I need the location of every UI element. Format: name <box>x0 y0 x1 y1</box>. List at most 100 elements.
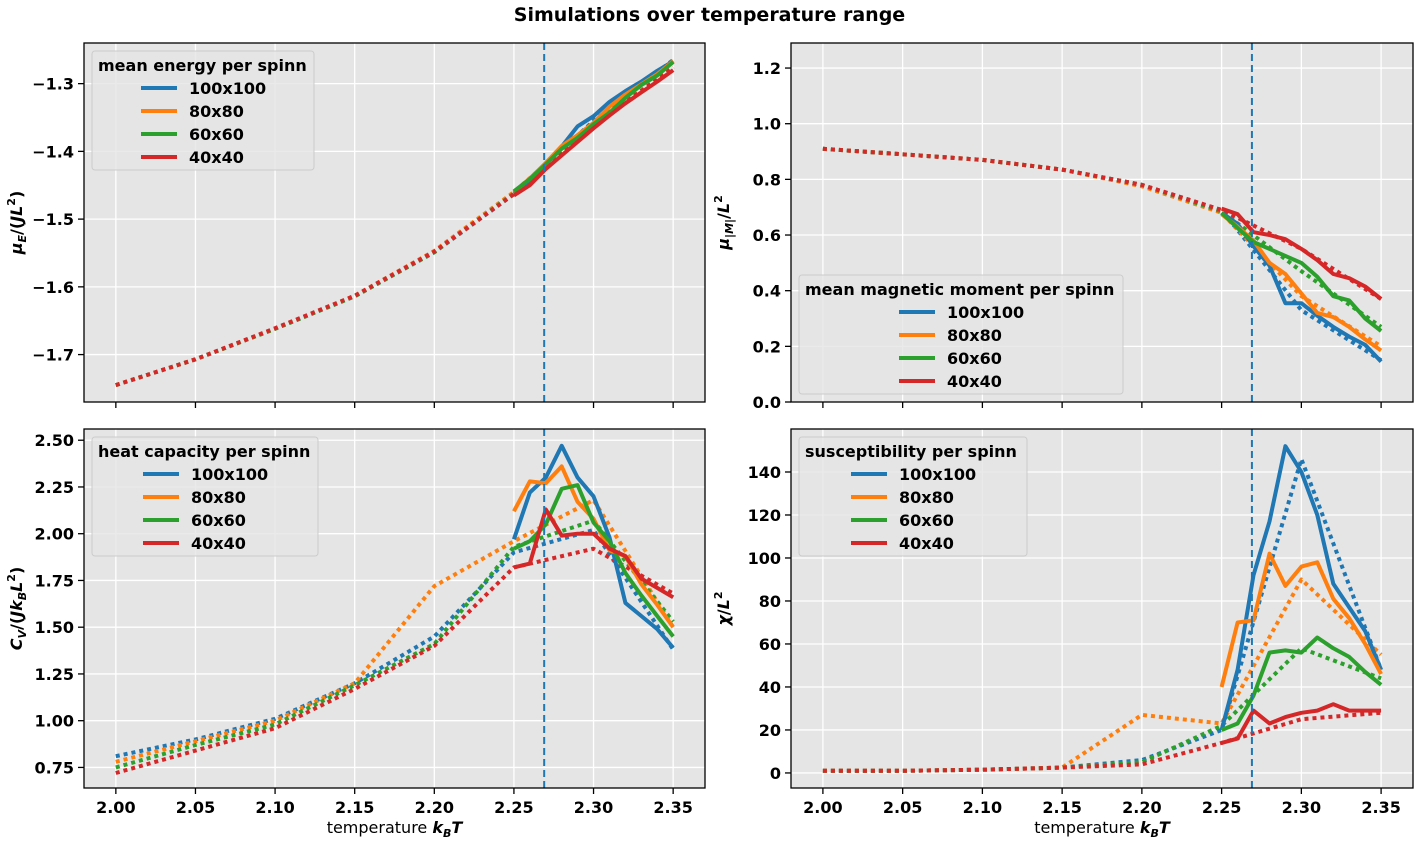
x-tick-label: 2.25 <box>1202 798 1241 817</box>
legend-entry-40x40: 40x40 <box>947 372 1002 391</box>
y-tick-label: 1.25 <box>35 665 74 684</box>
x-tick-label: 2.15 <box>1042 798 1081 817</box>
y-tick-label: −1.3 <box>32 75 74 94</box>
x-tick-label: 2.30 <box>574 798 613 817</box>
legend-title: mean magnetic moment per spinn <box>805 280 1114 299</box>
series-line-60x60 <box>512 60 675 193</box>
y-tick-label: 80 <box>759 592 781 611</box>
y-tick-label: 0.75 <box>35 758 74 777</box>
x-tick-label: 2.35 <box>653 798 692 817</box>
series-line-60x60 <box>1220 211 1383 333</box>
legend-box <box>91 50 315 171</box>
y-tick-label: 0.2 <box>753 337 781 356</box>
x-axis-label: temperature kBT <box>1034 818 1171 840</box>
y-tick-label: 60 <box>759 635 781 654</box>
y-tick-label: 2.25 <box>35 478 74 497</box>
y-tick-label: 40 <box>759 678 781 697</box>
x-tick-label: 2.10 <box>963 798 1002 817</box>
legend-entry-80x80: 80x80 <box>189 102 244 121</box>
x-tick-label: 2.00 <box>803 798 842 817</box>
legend-entry-80x80: 80x80 <box>947 326 1002 345</box>
y-tick-label: −1.4 <box>32 142 74 161</box>
y-tick-label: 0 <box>770 764 781 783</box>
figure-title: Simulations over temperature range <box>513 4 906 26</box>
x-tick-label: 2.25 <box>494 798 533 817</box>
y-tick-label: 1.0 <box>753 115 781 134</box>
legend-entry-40x40: 40x40 <box>189 148 244 167</box>
x-tick-label: 2.05 <box>176 798 215 817</box>
series-line-100x100 <box>1219 444 1383 731</box>
y-tick-label: 2.00 <box>35 525 74 544</box>
series-line-40x40 <box>512 68 675 198</box>
plot-area <box>115 443 675 775</box>
y-axis-label: μE/(JL2) <box>5 191 29 256</box>
axes-frame <box>83 428 706 789</box>
y-tick-label: 1.00 <box>35 712 74 731</box>
x-tick-label: 2.10 <box>255 798 294 817</box>
y-axis-label: χ/L2 <box>712 591 733 626</box>
y-tick-label: 2.50 <box>35 431 74 450</box>
axes-frame <box>790 428 1414 789</box>
legend-entry-80x80: 80x80 <box>191 488 246 507</box>
y-tick-label: 1.75 <box>35 571 74 590</box>
x-tick-label: 2.20 <box>415 798 454 817</box>
legend-box <box>798 274 1124 395</box>
heat-capacity-panel: 2.00 2.05 2.10 2.15 2.20 2.25 2.30 2.35 0.75 1.00… <box>5 428 706 840</box>
legend-entry-80x80: 80x80 <box>899 488 954 507</box>
x-tick-label: 2.00 <box>96 798 135 817</box>
legend: heat capacity per spinn 100x100 80x80 60x60… <box>91 436 319 557</box>
legend-entry-40x40: 40x40 <box>191 534 246 553</box>
legend-title: heat capacity per spinn <box>98 442 310 461</box>
series-line-40x40 <box>1220 206 1383 301</box>
legend-entry-60x60: 60x60 <box>899 511 954 530</box>
legend-entry-60x60: 60x60 <box>189 125 244 144</box>
dotted-series-line <box>115 528 675 759</box>
x-tick-label: 2.35 <box>1361 798 1400 817</box>
dotted-series-line <box>115 518 675 770</box>
axes-frame <box>790 42 1414 403</box>
y-tick-label: 120 <box>748 506 781 525</box>
y-tick-label: 0.8 <box>753 170 781 189</box>
series-line-80x80 <box>1219 551 1383 688</box>
dotted-series-line <box>822 577 1383 773</box>
legend: susceptibility per spinn 100x100 80x80 60x6… <box>798 436 1028 557</box>
legend: mean energy per spinn 100x100 80x80 60x60 40… <box>91 50 315 171</box>
legend-entry-100x100: 100x100 <box>947 303 1024 322</box>
legend-entry-100x100: 100x100 <box>189 79 266 98</box>
magnetization-panel: 0.0 0.2 0.4 0.6 0.8 1.0 1.2 μ|M|/L2 mean magneti… <box>712 42 1414 412</box>
y-axis-label: CV/(JkBL2) <box>5 567 29 651</box>
plot-area <box>115 58 675 388</box>
y-tick-label: 0.0 <box>753 393 781 412</box>
energy-panel: −1.7 −1.6 −1.5 −1.4 −1.3 μE/(JL2) mean energy … <box>5 42 706 408</box>
y-tick-label: 140 <box>748 463 781 482</box>
plot-area <box>822 146 1383 363</box>
x-tick-label: 2.05 <box>883 798 922 817</box>
series-line-40x40 <box>513 507 675 600</box>
legend-entry-100x100: 100x100 <box>191 465 268 484</box>
plot-area <box>822 444 1383 773</box>
x-axis-label: temperature kBT <box>327 818 464 840</box>
y-tick-label: 0.6 <box>753 226 781 245</box>
y-tick-label: 1.50 <box>35 618 74 637</box>
dotted-series-line <box>822 146 1383 301</box>
y-tick-label: 1.2 <box>753 59 781 78</box>
series-line-60x60 <box>1220 635 1383 732</box>
legend-box <box>91 436 319 557</box>
y-tick-label: 20 <box>759 721 781 740</box>
legend-entry-60x60: 60x60 <box>947 349 1002 368</box>
legend: mean magnetic moment per spinn 100x100 80x… <box>798 274 1124 395</box>
y-tick-label: 0.4 <box>753 282 781 301</box>
x-tick-label: 2.30 <box>1282 798 1321 817</box>
legend-title: mean energy per spinn <box>98 56 307 75</box>
dotted-series-line <box>115 546 675 775</box>
y-tick-label: −1.6 <box>32 278 74 297</box>
legend-title: susceptibility per spinn <box>805 442 1017 461</box>
axes-frame <box>83 42 706 403</box>
x-tick-label: 2.15 <box>335 798 374 817</box>
y-tick-label: −1.7 <box>32 346 74 365</box>
dotted-series-line <box>822 646 1382 773</box>
y-tick-label: −1.5 <box>32 210 74 229</box>
legend-entry-60x60: 60x60 <box>191 511 246 530</box>
x-tick-label: 2.20 <box>1122 798 1161 817</box>
